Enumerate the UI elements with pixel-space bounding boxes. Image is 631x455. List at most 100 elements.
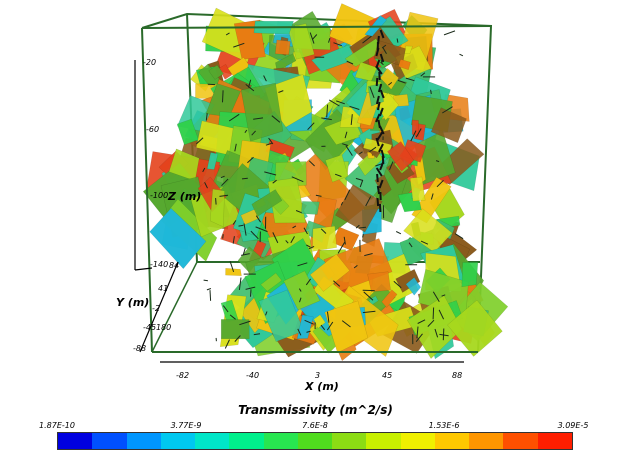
- fracture-trace: [205, 113, 208, 121]
- x-axis-title: X (m): [305, 380, 339, 393]
- fracture-trace: [375, 163, 383, 167]
- fracture-trace: [228, 113, 240, 122]
- fracture-trace: [264, 171, 277, 176]
- fracture-trace: [416, 326, 419, 339]
- fracture-trace: [265, 311, 268, 316]
- fracture-trace: [238, 277, 242, 290]
- fracture-trace: [272, 179, 277, 184]
- fracture-plane: [403, 208, 453, 253]
- fracture-trace: [382, 46, 387, 55]
- fracture-trace: [415, 128, 422, 138]
- fracture-trace: [306, 330, 311, 333]
- colorbar-tick-1: 3.77E-9: [170, 421, 202, 430]
- fracture-trace: [362, 310, 376, 314]
- fracture-trace: [248, 79, 252, 88]
- fracture-trace: [297, 328, 302, 336]
- colorbar-tick-0: 1.87E-10: [39, 421, 75, 430]
- fracture-plane: [367, 271, 391, 293]
- fracture-trace: [224, 339, 230, 349]
- colorbar-tick-4: 3.09E-5: [557, 421, 589, 430]
- fracture-trace: [311, 34, 318, 40]
- fracture-plane: [205, 83, 241, 118]
- fracture-trace: [420, 240, 429, 245]
- fracture-plane: [387, 141, 415, 172]
- borehole-trace: [375, 65, 383, 75]
- fracture-plane: [208, 64, 224, 80]
- fracture-trace: [333, 280, 341, 287]
- fracture-plane: [381, 289, 398, 308]
- fracture-trace: [364, 253, 373, 257]
- colorbar-swatch: [126, 433, 161, 449]
- fracture-trace: [344, 131, 348, 139]
- z-axis-title: Z (m): [168, 190, 202, 203]
- axis-lines: [134, 60, 464, 363]
- fracture-trace: [309, 32, 315, 44]
- borehole-trace: [375, 47, 380, 57]
- fracture-trace: [225, 32, 230, 36]
- fracture-trace: [307, 122, 315, 131]
- fracture-trace: [290, 236, 295, 244]
- fracture-trace: [308, 245, 315, 250]
- fracture-trace: [341, 320, 351, 328]
- fracture-trace: [430, 89, 432, 95]
- fracture-trace: [355, 224, 360, 229]
- colorbar-swatch: [263, 433, 298, 449]
- fracture-trace: [432, 291, 440, 303]
- y-tick-0: 84: [169, 261, 180, 270]
- fracture-trace: [303, 227, 308, 235]
- fracture-trace: [232, 220, 237, 225]
- fracture-trace: [442, 328, 445, 341]
- fracture-trace: [395, 231, 402, 235]
- fracture-plane: [323, 238, 393, 293]
- fracture-trace: [196, 137, 204, 145]
- fracture-trace: [272, 232, 279, 244]
- fracture-plane: [209, 188, 225, 228]
- fracture-trace: [308, 160, 315, 167]
- fracture-trace: [299, 297, 302, 303]
- fracture-trace: [427, 319, 435, 327]
- fracture-trace: [343, 236, 346, 245]
- fracture-trace: [334, 173, 342, 177]
- y-tick-1: 41: [158, 284, 169, 293]
- colorbar-swatch: [332, 433, 367, 449]
- fracture-trace: [415, 333, 423, 343]
- fracture-trace: [362, 233, 364, 238]
- fracture-plane: [176, 118, 199, 146]
- fracture-trace: [229, 314, 236, 320]
- fracture-trace: [349, 105, 360, 110]
- fracture-trace: [222, 305, 229, 313]
- fracture-trace: [221, 178, 229, 187]
- fracture-trace: [441, 294, 446, 297]
- z-tick-2: -100: [150, 191, 169, 200]
- borehole-trace: [378, 143, 384, 153]
- borehole-trace: [375, 113, 381, 123]
- fracture-trace: [255, 215, 262, 223]
- fracture-plane: [461, 262, 479, 288]
- fracture-plane: [251, 189, 283, 217]
- fracture-trace: [345, 145, 353, 156]
- fracture-planes: [142, 3, 509, 362]
- fracture-trace: [268, 137, 274, 145]
- fracture-trace: [265, 142, 272, 146]
- colorbar-swatch: [366, 433, 401, 449]
- fracture-plane: [206, 152, 219, 170]
- fracture-network-scene: [134, 3, 509, 363]
- fracture-traces: [196, 29, 464, 349]
- fracture-trace: [439, 333, 449, 337]
- fracture-trace: [244, 129, 248, 133]
- colorbar-swatch: [160, 433, 196, 449]
- fracture-trace: [222, 90, 224, 103]
- fracture-trace: [369, 146, 377, 153]
- fracture-plane: [220, 319, 250, 340]
- fracture-trace: [363, 291, 374, 301]
- borehole-trace: [379, 29, 385, 39]
- fracture-trace: [326, 104, 329, 118]
- fracture-trace: [387, 82, 393, 86]
- fracture-plane: [309, 253, 350, 292]
- z-tick-0: -20: [143, 58, 157, 67]
- fracture-trace: [243, 223, 247, 236]
- fracture-trace: [389, 161, 394, 170]
- fracture-trace: [344, 189, 351, 201]
- colorbar-swatch: [229, 433, 264, 449]
- fracture-trace: [362, 35, 372, 44]
